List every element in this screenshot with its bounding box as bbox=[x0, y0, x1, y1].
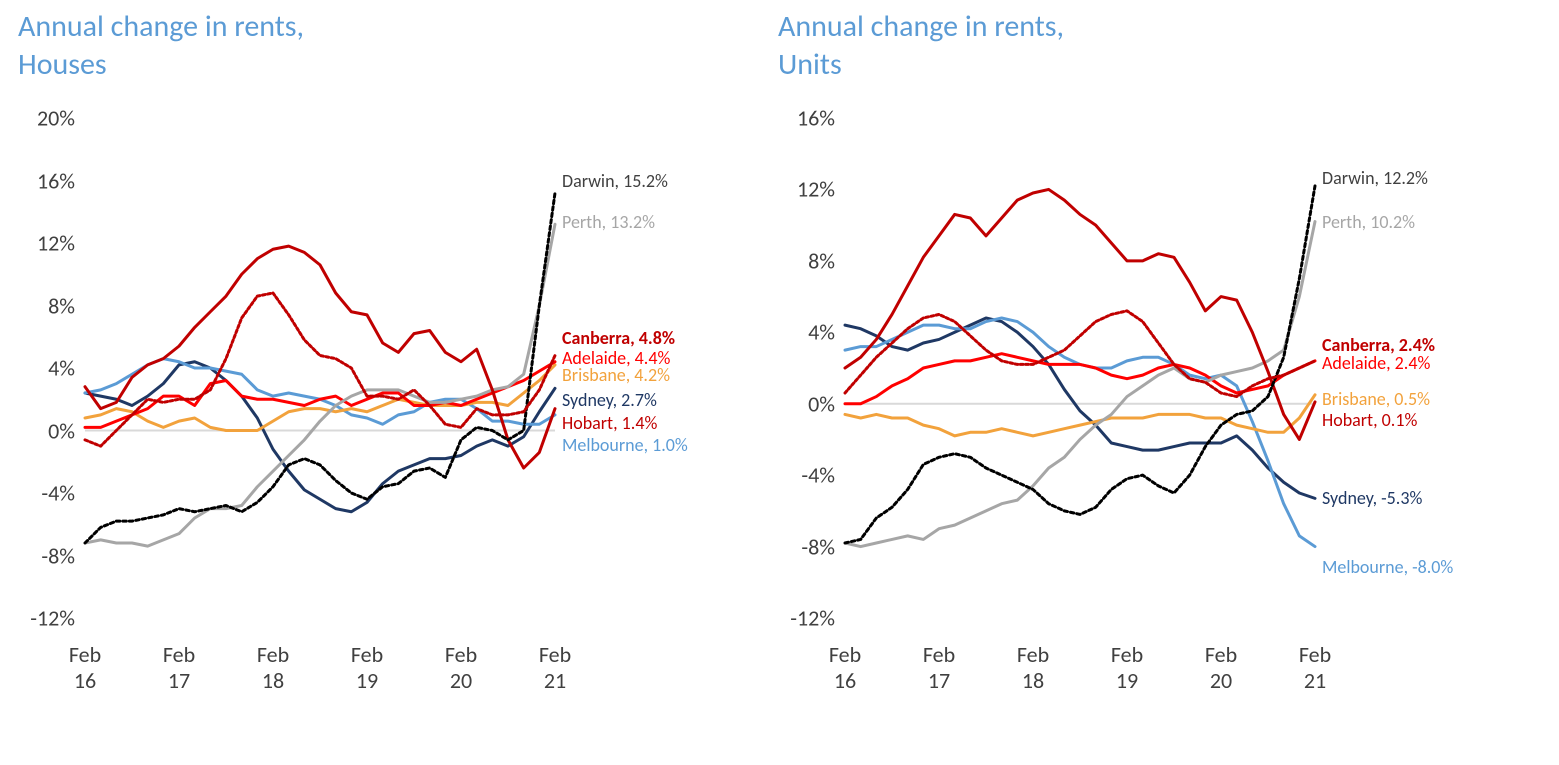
series-label: Brisbane, 0.5% bbox=[1322, 389, 1430, 409]
chart-units: Annual change in rents,Units-12%-8%-4%0%… bbox=[760, 0, 1559, 765]
series-label: Brisbane, 4.2% bbox=[562, 365, 670, 385]
series-label: Melbourne, -8.0% bbox=[1322, 557, 1453, 577]
series-label: Canberra, 4.8% bbox=[562, 328, 675, 348]
series-hobart bbox=[85, 246, 555, 468]
series-label: Hobart, 1.4% bbox=[562, 413, 657, 433]
series-label: Darwin, 15.2% bbox=[562, 171, 668, 191]
series-melbourne bbox=[845, 318, 1315, 547]
series-label: Adelaide, 2.4% bbox=[1322, 353, 1430, 373]
series-adelaide bbox=[845, 354, 1315, 404]
chart-svg bbox=[760, 0, 1559, 765]
series-sydney bbox=[85, 362, 555, 512]
series-sydney bbox=[845, 318, 1315, 498]
series-label: Sydney, 2.7% bbox=[562, 390, 657, 410]
series-label: Perth, 10.2% bbox=[1322, 212, 1415, 232]
series-label: Hobart, 0.1% bbox=[1322, 410, 1417, 430]
series-label: Sydney, -5.3% bbox=[1322, 488, 1422, 508]
series-canberra bbox=[845, 311, 1315, 397]
series-label: Perth, 13.2% bbox=[562, 212, 655, 232]
series-label: Melbourne, 1.0% bbox=[562, 435, 688, 455]
series-label: Darwin, 12.2% bbox=[1322, 168, 1428, 188]
chart-houses: Annual change in rents,Houses-12%-8%-4%0… bbox=[0, 0, 760, 765]
